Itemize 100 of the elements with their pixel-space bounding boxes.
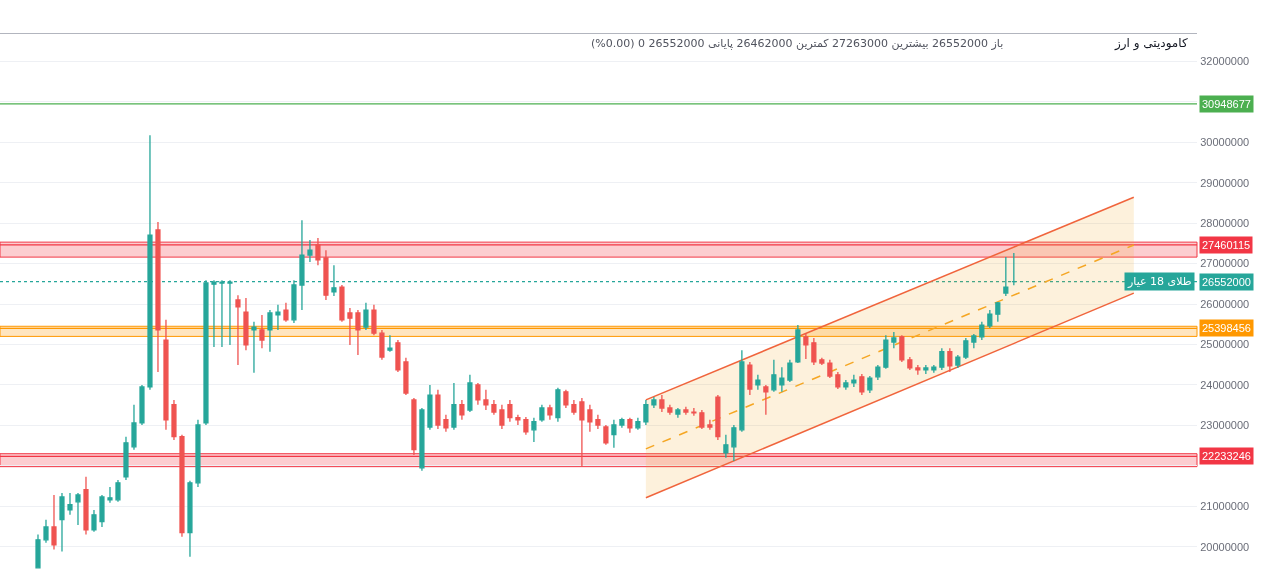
candlestick: [995, 301, 1001, 323]
ref-line-label: 30948677: [1202, 98, 1251, 110]
candlestick: [531, 417, 537, 443]
candlestick: [307, 239, 313, 263]
candlestick: [579, 397, 585, 468]
candlestick: [747, 361, 753, 396]
candlestick: [867, 375, 873, 394]
chart-title: کامودیتی و ارز: [1114, 36, 1188, 51]
candlestick: [339, 284, 345, 323]
candlestick: [811, 337, 817, 366]
candlestick: [883, 334, 889, 370]
candlestick: [67, 492, 73, 516]
candlestick: [515, 414, 521, 426]
candlestick: [755, 374, 761, 391]
y-tick-label: 28000000: [1200, 216, 1250, 229]
y-tick-label: 30000000: [1200, 136, 1250, 149]
candlestick: [123, 436, 129, 481]
candlestick: [267, 309, 273, 353]
candlestick: [323, 249, 329, 301]
candlestick: [539, 404, 545, 423]
candlestick: [571, 399, 577, 416]
candlestick: [859, 373, 865, 396]
candlestick: [723, 434, 729, 459]
candlestick: [243, 297, 249, 351]
candlestick: [987, 309, 993, 329]
candlestick: [75, 492, 81, 526]
y-tick-label: 20000000: [1200, 540, 1250, 553]
ref-line-label: 22233246: [1202, 450, 1251, 462]
candlestick: [347, 307, 353, 346]
candlestick: [771, 359, 777, 393]
candlestick: [419, 407, 425, 472]
candlestick: [907, 356, 913, 371]
candlestick: [435, 389, 441, 430]
candlestick: [107, 486, 113, 504]
candlestick: [467, 374, 473, 413]
candlestick: [259, 314, 265, 349]
candlestick: [547, 404, 553, 421]
candlestick: [363, 302, 369, 331]
candlestick: [459, 399, 465, 421]
candlestick: [179, 434, 185, 538]
candlestick: [955, 354, 961, 369]
y-tick-label: 32000000: [1200, 55, 1250, 68]
candlestick: [947, 347, 953, 373]
y-tick-label: 26000000: [1200, 297, 1250, 310]
candlestick: [595, 414, 601, 430]
candlestick: [683, 406, 689, 416]
candlestick: [707, 419, 713, 431]
candlestick: [651, 396, 657, 409]
candlestick: [115, 479, 121, 503]
annotation: باز 26552000 بیشترین 27263000 کمترین 26462000 پایانی 26552000 0 (0.00%): [591, 37, 1004, 50]
candlestick: [659, 394, 665, 413]
candlestick: [507, 399, 513, 423]
candlestick: [131, 404, 137, 451]
candlestick: [939, 347, 945, 371]
candlestick: [667, 404, 673, 416]
candlestick: [931, 364, 937, 374]
candlestick: [763, 384, 769, 416]
candlestick: [451, 382, 457, 431]
candlestick: [739, 349, 745, 433]
legend-label: طلای 18 عیار: [1127, 275, 1192, 288]
candlestick: [371, 304, 377, 336]
candlestick: [851, 374, 857, 388]
candlestick: [483, 389, 489, 411]
candlestick: [235, 294, 241, 366]
candlestick: [251, 321, 257, 374]
candlestick: [619, 417, 625, 429]
candlestick: [91, 509, 97, 533]
candlestick: [523, 416, 529, 436]
candlestick: [843, 379, 849, 391]
candlestick: [139, 384, 145, 426]
candlestick: [387, 334, 393, 353]
candlestick: [59, 492, 65, 553]
candlestick: [795, 324, 801, 364]
candlestick: [923, 364, 929, 375]
y-tick-label: 29000000: [1200, 176, 1250, 189]
candlestick: [171, 399, 177, 441]
candlestick: [555, 387, 561, 423]
candlestick: [803, 332, 809, 360]
candlestick: [963, 337, 969, 360]
ref-line-label: 27460115: [1202, 239, 1251, 251]
candlestick: [83, 476, 89, 536]
candlestick: [611, 419, 617, 449]
candlestick: [915, 364, 921, 376]
candlestick: [675, 407, 681, 419]
candlestick: [155, 221, 161, 373]
candlestick: [379, 329, 385, 361]
candlestick: [403, 357, 409, 396]
candlestick: [35, 533, 41, 569]
y-tick-label: 21000000: [1200, 500, 1250, 513]
candlestick: [787, 359, 793, 383]
candlestick: [715, 394, 721, 441]
candlestick: [275, 304, 281, 331]
candlestick: [875, 364, 881, 381]
candlestick: [51, 494, 57, 551]
candlestick: [971, 333, 977, 349]
y-tick-label: 27000000: [1200, 257, 1250, 270]
y-tick-label: 24000000: [1200, 378, 1250, 391]
candlestick: [195, 419, 201, 488]
candlestick: [491, 399, 497, 416]
candlestick: [475, 382, 481, 406]
